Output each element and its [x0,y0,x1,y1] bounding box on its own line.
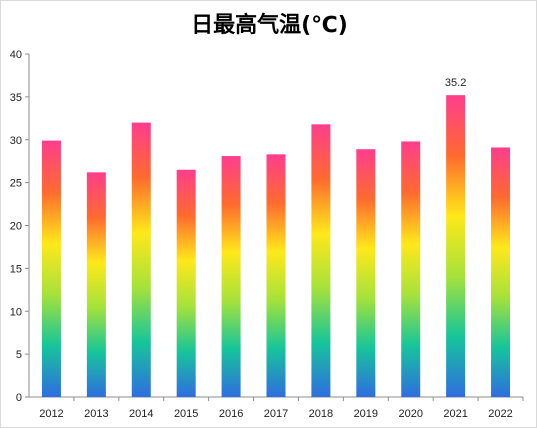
bar-2020 [401,141,421,397]
y-tick-label: 10 [10,306,22,318]
data-label: 35.2 [445,77,466,89]
bar-2021 [446,95,466,397]
y-tick-label: 0 [16,392,22,404]
y-tick-label: 40 [10,49,22,61]
x-tick-label: 2015 [174,408,198,420]
x-tick-label: 2013 [84,408,108,420]
y-tick-label: 35 [10,92,22,104]
bar-2019 [356,149,376,397]
x-tick-label: 2017 [264,408,288,420]
y-tick-label: 20 [10,221,22,233]
bar-2014 [131,122,151,397]
bar-2016 [221,156,241,397]
y-tick-label: 30 [10,135,22,147]
y-tick-label: 5 [16,349,22,361]
bar-2022 [491,147,511,397]
bar-2015 [176,169,196,397]
x-tick-label: 2022 [488,408,512,420]
x-tick-label: 2019 [354,408,378,420]
y-tick-label: 15 [10,263,22,275]
x-tick-label: 2021 [443,408,467,420]
x-tick-label: 2012 [39,408,63,420]
bar-2018 [311,124,331,397]
x-tick-label: 2016 [219,408,243,420]
x-tick-label: 2014 [129,408,153,420]
x-tick-label: 2020 [398,408,422,420]
bar-2017 [266,154,286,397]
x-tick-label: 2018 [309,408,333,420]
y-tick-label: 25 [10,178,22,190]
bar-2012 [41,140,61,398]
chart-title: 日最高气温(℃) [191,13,348,38]
bar-2013 [86,172,106,397]
